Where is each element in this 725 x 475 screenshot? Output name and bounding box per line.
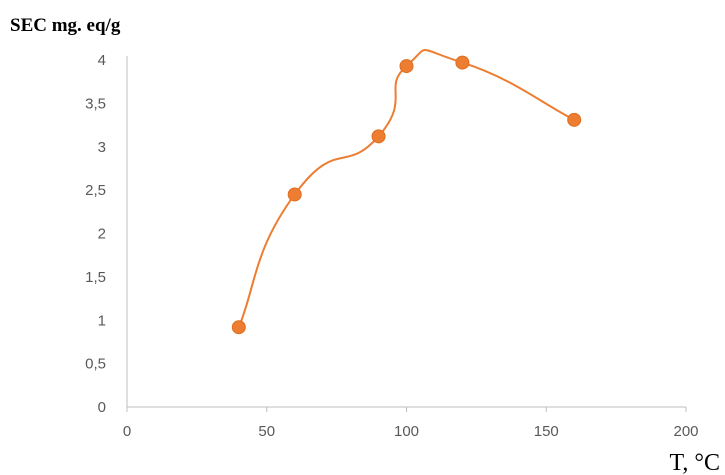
data-point: [287, 187, 302, 202]
y-ticks: 0 0,5 1 1,5 2 2,5 3 3,5 4: [85, 52, 106, 416]
y-tick-label: 3,5: [85, 95, 106, 112]
series-layer: [231, 49, 582, 335]
data-point: [371, 129, 386, 144]
y-tick-label: 4: [98, 52, 106, 69]
y-axis-title: SEC mg. eq/g: [10, 15, 121, 36]
y-tick-label: 2: [98, 226, 106, 243]
data-point: [567, 112, 582, 127]
data-point: [455, 55, 470, 70]
x-tick-label: 150: [534, 423, 559, 440]
y-tick-label: 1,5: [85, 269, 106, 286]
y-tick-label: 0: [98, 399, 106, 416]
x-tick-label: 100: [394, 423, 419, 440]
y-tick-label: 1: [98, 312, 106, 329]
series-line: [237, 49, 575, 328]
y-tick-label: 3: [98, 139, 106, 156]
y-tick-label: 0,5: [85, 356, 106, 373]
y-tick-label: 2,5: [85, 182, 106, 199]
x-ticks: 0 50 100 150 200: [123, 407, 699, 440]
x-tick-label: 0: [123, 423, 131, 440]
x-axis-title: T, °C: [670, 450, 720, 475]
x-tick-label: 200: [673, 423, 698, 440]
data-point: [399, 59, 414, 74]
x-tick-label: 50: [258, 423, 275, 440]
data-point: [231, 320, 246, 335]
